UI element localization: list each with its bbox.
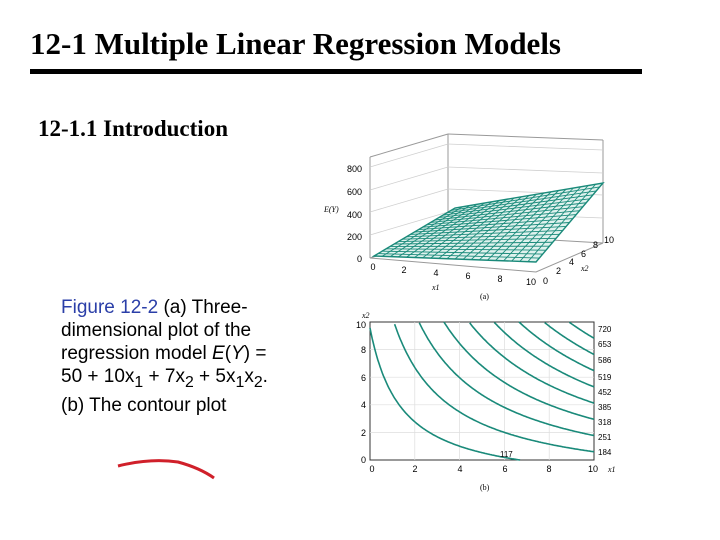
contour-label-318: 318 xyxy=(598,418,612,427)
z-tick-0: 0 xyxy=(357,254,362,264)
x2-tick-2: 2 xyxy=(556,266,561,276)
red-underline-annotation xyxy=(117,459,215,480)
z-axis-label: E(Y) xyxy=(323,205,339,214)
surface-mesh-line xyxy=(487,190,559,261)
caption-label: Figure 12-2 xyxy=(61,297,159,318)
z-tick-600: 600 xyxy=(347,187,362,197)
surface-mesh-line xyxy=(426,210,580,226)
contour-label-452: 452 xyxy=(598,388,612,397)
section-heading: 12-1.1 Introduction xyxy=(38,116,228,141)
contour-line xyxy=(369,327,521,461)
contour-label-385: 385 xyxy=(598,403,612,412)
contour-line xyxy=(418,322,595,437)
surface-mesh-line xyxy=(462,193,537,260)
surface-mesh-line xyxy=(527,183,596,262)
surface-mesh-line xyxy=(519,185,589,262)
contour-label-117: 117 xyxy=(500,450,513,459)
x2-axis-label: x2 xyxy=(580,264,589,273)
surface-mesh-line xyxy=(503,187,574,262)
surface-mesh-line xyxy=(418,218,573,231)
contour-x1-tick-6: 6 xyxy=(502,464,507,474)
contour-x2-tick-4: 4 xyxy=(361,400,366,410)
contour-line xyxy=(493,321,595,388)
figure-a-label: (a) xyxy=(480,292,489,301)
contour-x2-tick-10: 10 xyxy=(356,320,366,330)
x1-tick-6: 6 xyxy=(465,271,470,281)
contour-x1-tick-4: 4 xyxy=(457,464,462,474)
surface-mesh-line xyxy=(442,194,594,216)
x2-tick-10: 10 xyxy=(604,235,614,245)
x1-axis-label: x1 xyxy=(431,283,440,292)
contour-x2-tick-6: 6 xyxy=(361,373,366,383)
contour-x1-tick-0: 0 xyxy=(369,464,374,474)
contour-line xyxy=(393,323,595,453)
x1-tick-4: 4 xyxy=(433,268,438,278)
surface-plot: 800 600 400 200 0 E(Y) 0 2 4 6 8 10 x1 0… xyxy=(323,133,614,301)
contour-label-251: 251 xyxy=(598,433,612,442)
contour-x2-tick-0: 0 xyxy=(361,455,366,465)
figure-b-label: (b) xyxy=(480,483,490,492)
surface-mesh-line xyxy=(422,214,577,228)
x2-tick-4: 4 xyxy=(569,257,574,267)
contour-x1-tick-10: 10 xyxy=(588,464,598,474)
contour-label-720: 720 xyxy=(598,325,612,334)
z-tick-800: 800 xyxy=(347,164,362,174)
contour-line xyxy=(544,321,595,356)
surface-mesh-line xyxy=(478,191,552,261)
figure-caption: Figure 12-2 (a) Three-dimensional plot o… xyxy=(61,297,268,416)
surface-mesh-line xyxy=(434,202,587,221)
contour-label-184: 184 xyxy=(598,448,612,457)
contour-x1-tick-8: 8 xyxy=(546,464,551,474)
surface-mesh-line xyxy=(511,186,582,262)
contour-label-519: 519 xyxy=(598,373,612,382)
surface-mesh-line xyxy=(438,198,590,219)
surface-mesh-line xyxy=(470,192,545,260)
contour-x2-axis-label: x2 xyxy=(361,311,370,320)
page-title: 12-1 Multiple Linear Regression Models xyxy=(30,26,561,61)
surface-mesh-line xyxy=(450,186,600,211)
x1-tick-2: 2 xyxy=(401,265,406,275)
z-tick-200: 200 xyxy=(347,232,362,242)
contour-label-586: 586 xyxy=(598,356,612,365)
surface-mesh-line xyxy=(495,188,567,261)
x1-tick-10: 10 xyxy=(526,277,536,287)
contour-x2-tick-8: 8 xyxy=(361,345,366,355)
x2-tick-6: 6 xyxy=(581,249,586,259)
contour-x1-axis-label: x1 xyxy=(607,465,616,474)
surface-mesh-line xyxy=(414,222,570,233)
contour-line xyxy=(469,322,595,404)
contour-line xyxy=(518,321,595,372)
contour-plot: 0 2 4 6 8 10 x1 0 2 4 6 8 10 x2 720 653 … xyxy=(356,311,616,492)
x2-tick-0: 0 xyxy=(543,276,548,286)
contour-x1-tick-2: 2 xyxy=(412,464,417,474)
contour-label-653: 653 xyxy=(598,340,612,349)
contour-line xyxy=(568,321,595,339)
x1-tick-8: 8 xyxy=(497,274,502,284)
surface-mesh-line xyxy=(446,190,597,214)
x1-tick-0: 0 xyxy=(370,262,375,272)
contour-line xyxy=(443,321,595,421)
x2-tick-8: 8 xyxy=(593,240,598,250)
z-tick-400: 400 xyxy=(347,210,362,220)
surface-mesh-line xyxy=(430,206,583,223)
title-underline xyxy=(30,69,642,74)
contour-x2-tick-2: 2 xyxy=(361,428,366,438)
